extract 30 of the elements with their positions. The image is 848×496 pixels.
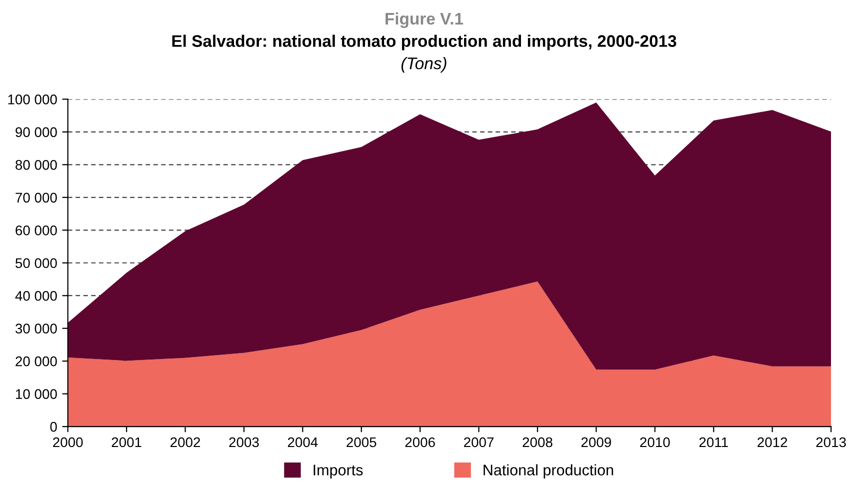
y-tick-label: 100 000 xyxy=(8,94,57,104)
chart-subtitle: (Tons) xyxy=(401,57,446,73)
y-tick-label: 40 000 xyxy=(15,290,57,301)
chart-title: El Salvador: national tomato production and imports, 2000-2013 xyxy=(172,34,676,50)
x-tick-label: 2007 xyxy=(464,437,494,448)
y-tick-label: 80 000 xyxy=(16,160,57,170)
legend-label: Imports xyxy=(314,464,363,478)
x-tick-label: 2012 xyxy=(758,437,788,448)
y-tick-label: 70 000 xyxy=(16,192,57,203)
y-tick-label: 0 xyxy=(50,422,57,432)
x-tick-label: 2005 xyxy=(346,437,376,448)
y-tick-label: 90 000 xyxy=(16,127,57,138)
y-tick-label: 60 000 xyxy=(16,225,57,236)
x-tick-label: 2004 xyxy=(288,437,318,448)
text: Figure V.1 xyxy=(386,12,464,28)
x-tick-label: 2000 xyxy=(53,437,83,448)
x-tick-label: 2001 xyxy=(112,437,142,448)
legend-label: National production xyxy=(484,464,614,478)
y-tick-label: 30 000 xyxy=(15,324,57,334)
y-tick-label: 10 000 xyxy=(16,389,57,399)
y-tick-label: 50 000 xyxy=(16,258,57,268)
x-tick-label: 2013 xyxy=(816,437,846,448)
y-tick-label: 20 000 xyxy=(16,356,57,366)
x-tick-label: 2008 xyxy=(522,437,552,448)
x-tick-label: 2010 xyxy=(640,437,670,448)
x-tick-label: 2002 xyxy=(170,437,200,448)
x-tick-label: 2003 xyxy=(229,437,259,448)
x-tick-label: 2011 xyxy=(699,437,728,448)
x-tick-label: 2009 xyxy=(581,437,611,448)
x-tick-label: 2006 xyxy=(405,437,435,448)
